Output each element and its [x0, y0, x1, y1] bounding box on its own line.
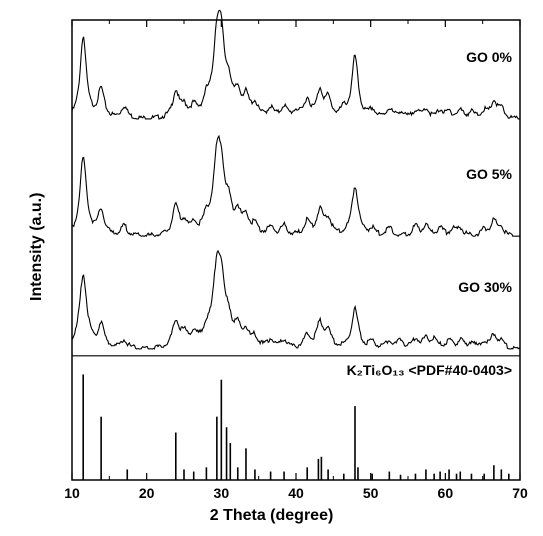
svg-text:20: 20	[139, 485, 155, 501]
svg-text:70: 70	[512, 485, 528, 501]
xrd-chart: 10 20 30 40 50 60 70 Intensity (a.u.) 2 Theta …	[0, 0, 543, 531]
series-label-go0: GO 0%	[466, 49, 512, 65]
svg-text:50: 50	[363, 485, 379, 501]
svg-text:60: 60	[438, 485, 454, 501]
chart-svg: 10 20 30 40 50 60 70	[0, 0, 543, 531]
svg-text:40: 40	[288, 485, 304, 501]
y-axis-label: Intensity (a.u.)	[28, 193, 46, 301]
series-label-go30: GO 30%	[458, 279, 512, 295]
svg-text:30: 30	[214, 485, 230, 501]
reference-label: K₂Ti₆O₁₃ <PDF#40-0403>	[347, 362, 512, 378]
x-axis-label: 2 Theta (degree)	[0, 507, 543, 525]
series-label-go5: GO 5%	[466, 166, 512, 182]
svg-text:10: 10	[64, 485, 80, 501]
